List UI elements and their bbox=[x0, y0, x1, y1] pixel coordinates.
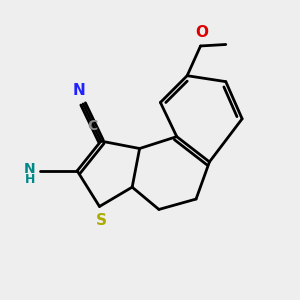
Text: N: N bbox=[72, 83, 85, 98]
Text: S: S bbox=[95, 213, 106, 228]
Text: C: C bbox=[88, 119, 98, 133]
Text: O: O bbox=[196, 25, 208, 40]
Text: N: N bbox=[24, 162, 36, 176]
Text: H: H bbox=[25, 173, 36, 186]
